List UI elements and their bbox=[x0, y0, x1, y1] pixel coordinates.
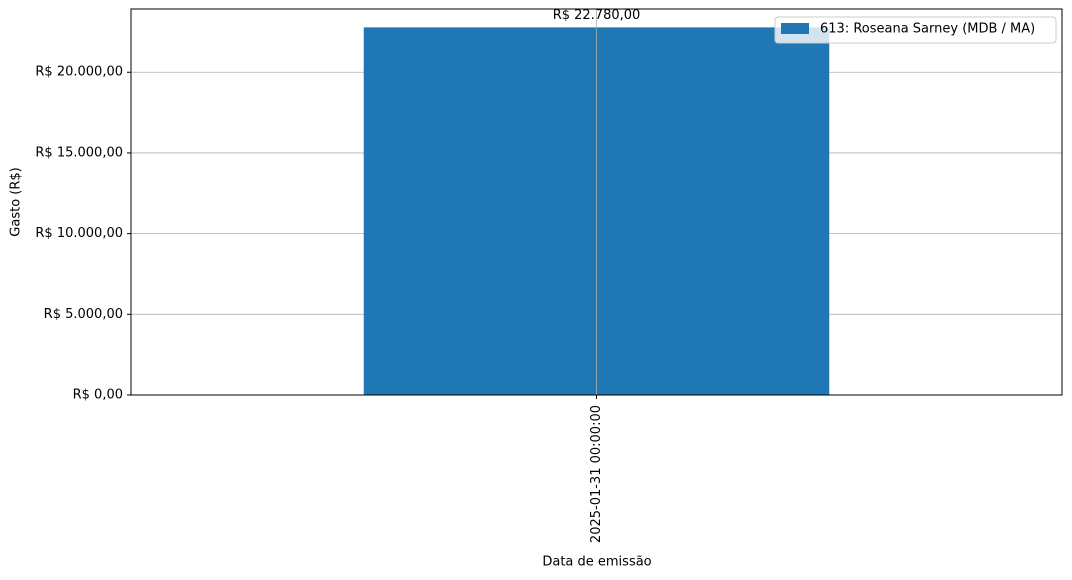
legend-box bbox=[774, 16, 1057, 44]
y-tick-label: R$ 15.000,00 bbox=[35, 145, 123, 160]
x-axis-label: Data de emissão bbox=[542, 555, 651, 570]
y-axis-label: Gasto (R$) bbox=[9, 167, 24, 236]
y-tick-label: R$ 0,00 bbox=[73, 388, 123, 403]
plot-frame bbox=[130, 8, 1063, 396]
legend-label: 613: Roseana Sarney (MDB / MA) bbox=[820, 22, 1035, 37]
legend-swatch bbox=[781, 23, 809, 34]
y-tick-label: R$ 5.000,00 bbox=[44, 307, 123, 322]
x-tick-label: 2025-01-31 00:00:00 bbox=[589, 405, 604, 543]
y-tick-label: R$ 20.000,00 bbox=[35, 65, 123, 80]
y-tick-label: R$ 10.000,00 bbox=[35, 226, 123, 241]
